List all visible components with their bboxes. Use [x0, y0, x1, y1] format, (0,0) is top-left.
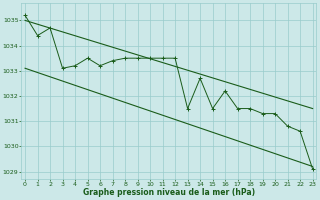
X-axis label: Graphe pression niveau de la mer (hPa): Graphe pression niveau de la mer (hPa): [83, 188, 255, 197]
